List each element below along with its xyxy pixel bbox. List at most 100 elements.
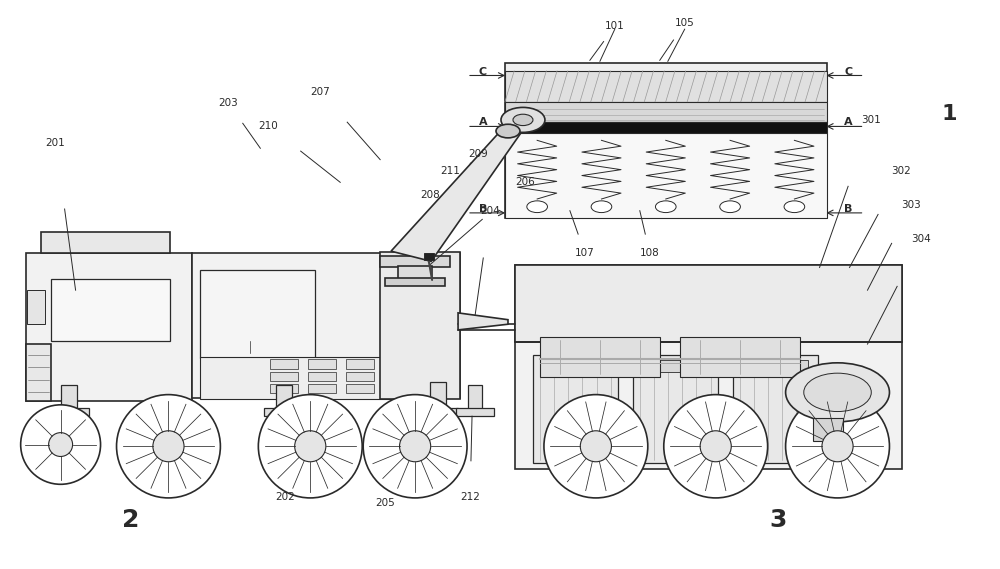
Ellipse shape (153, 431, 184, 462)
Ellipse shape (295, 431, 326, 462)
Bar (270, 372, 298, 381)
Ellipse shape (580, 431, 611, 462)
Bar (424, 253, 434, 260)
Bar (270, 360, 298, 369)
Bar (398, 266, 432, 279)
Polygon shape (501, 116, 532, 133)
Bar (505, 63, 827, 217)
Bar (540, 337, 660, 377)
Text: 209: 209 (468, 149, 488, 159)
Bar (505, 102, 827, 122)
Circle shape (786, 363, 889, 422)
Text: 1: 1 (942, 104, 957, 124)
Ellipse shape (117, 395, 220, 498)
Bar (49, 408, 89, 416)
Circle shape (513, 114, 533, 126)
Bar (743, 360, 808, 372)
Text: 101: 101 (605, 21, 625, 31)
Text: 212: 212 (460, 492, 480, 502)
Text: 208: 208 (420, 190, 440, 200)
Bar (380, 256, 450, 267)
Ellipse shape (822, 431, 853, 462)
Bar (308, 360, 336, 369)
Text: 105: 105 (675, 18, 695, 28)
Text: 203: 203 (219, 98, 238, 108)
Bar (543, 360, 608, 372)
Bar (61, 385, 77, 410)
Text: 304: 304 (912, 234, 931, 244)
Text: A: A (479, 117, 487, 127)
Text: 204: 204 (480, 206, 500, 216)
Bar (533, 356, 618, 463)
Circle shape (655, 201, 676, 213)
Bar (643, 360, 708, 372)
Bar (418, 408, 458, 417)
Bar (456, 408, 494, 416)
Bar (346, 372, 374, 381)
Bar (385, 278, 445, 286)
Bar (380, 251, 460, 399)
Polygon shape (458, 313, 508, 330)
Bar (192, 253, 460, 398)
Bar (505, 122, 827, 133)
Circle shape (501, 108, 545, 133)
Text: 205: 205 (375, 498, 395, 508)
Text: 207: 207 (310, 86, 330, 97)
Bar (515, 265, 902, 343)
Text: 303: 303 (902, 200, 921, 210)
Ellipse shape (21, 405, 101, 484)
Bar (633, 356, 718, 463)
Circle shape (527, 201, 547, 213)
Circle shape (804, 373, 871, 411)
Bar (680, 337, 800, 377)
Bar (346, 360, 374, 369)
Bar (430, 382, 446, 410)
Bar (308, 372, 336, 381)
Text: B: B (844, 204, 853, 214)
Circle shape (720, 201, 740, 213)
Text: 202: 202 (275, 492, 295, 502)
Ellipse shape (700, 431, 731, 462)
Bar (270, 385, 298, 394)
Text: A: A (844, 117, 853, 127)
Ellipse shape (786, 395, 889, 498)
Bar (346, 385, 374, 394)
Bar (505, 133, 827, 217)
Text: C: C (479, 67, 487, 76)
Bar (468, 385, 482, 410)
Text: 2: 2 (122, 508, 139, 532)
Circle shape (496, 124, 520, 138)
Bar (200, 270, 315, 358)
Ellipse shape (400, 431, 431, 462)
Circle shape (784, 201, 805, 213)
Text: 211: 211 (440, 166, 460, 176)
Bar (813, 418, 843, 440)
Text: 3: 3 (769, 508, 786, 532)
Ellipse shape (544, 395, 648, 498)
Bar (276, 385, 292, 410)
Text: 302: 302 (892, 166, 911, 176)
Bar (26, 344, 51, 401)
Bar (27, 290, 45, 324)
Text: 108: 108 (640, 248, 660, 258)
Ellipse shape (363, 395, 467, 498)
Bar (51, 279, 170, 341)
Text: 201: 201 (46, 138, 65, 147)
Text: 107: 107 (575, 248, 595, 258)
Text: C: C (844, 67, 853, 76)
Bar (41, 232, 170, 253)
Bar (505, 71, 827, 102)
Bar (264, 408, 304, 416)
Bar (200, 357, 445, 399)
Ellipse shape (258, 395, 362, 498)
Text: 206: 206 (515, 178, 535, 187)
Ellipse shape (664, 395, 768, 498)
Text: B: B (479, 204, 487, 214)
Circle shape (591, 201, 612, 213)
Bar (26, 253, 192, 401)
Text: 301: 301 (862, 115, 881, 125)
Polygon shape (391, 117, 529, 261)
Bar (308, 385, 336, 394)
Bar (733, 356, 818, 463)
Text: 210: 210 (258, 121, 278, 130)
